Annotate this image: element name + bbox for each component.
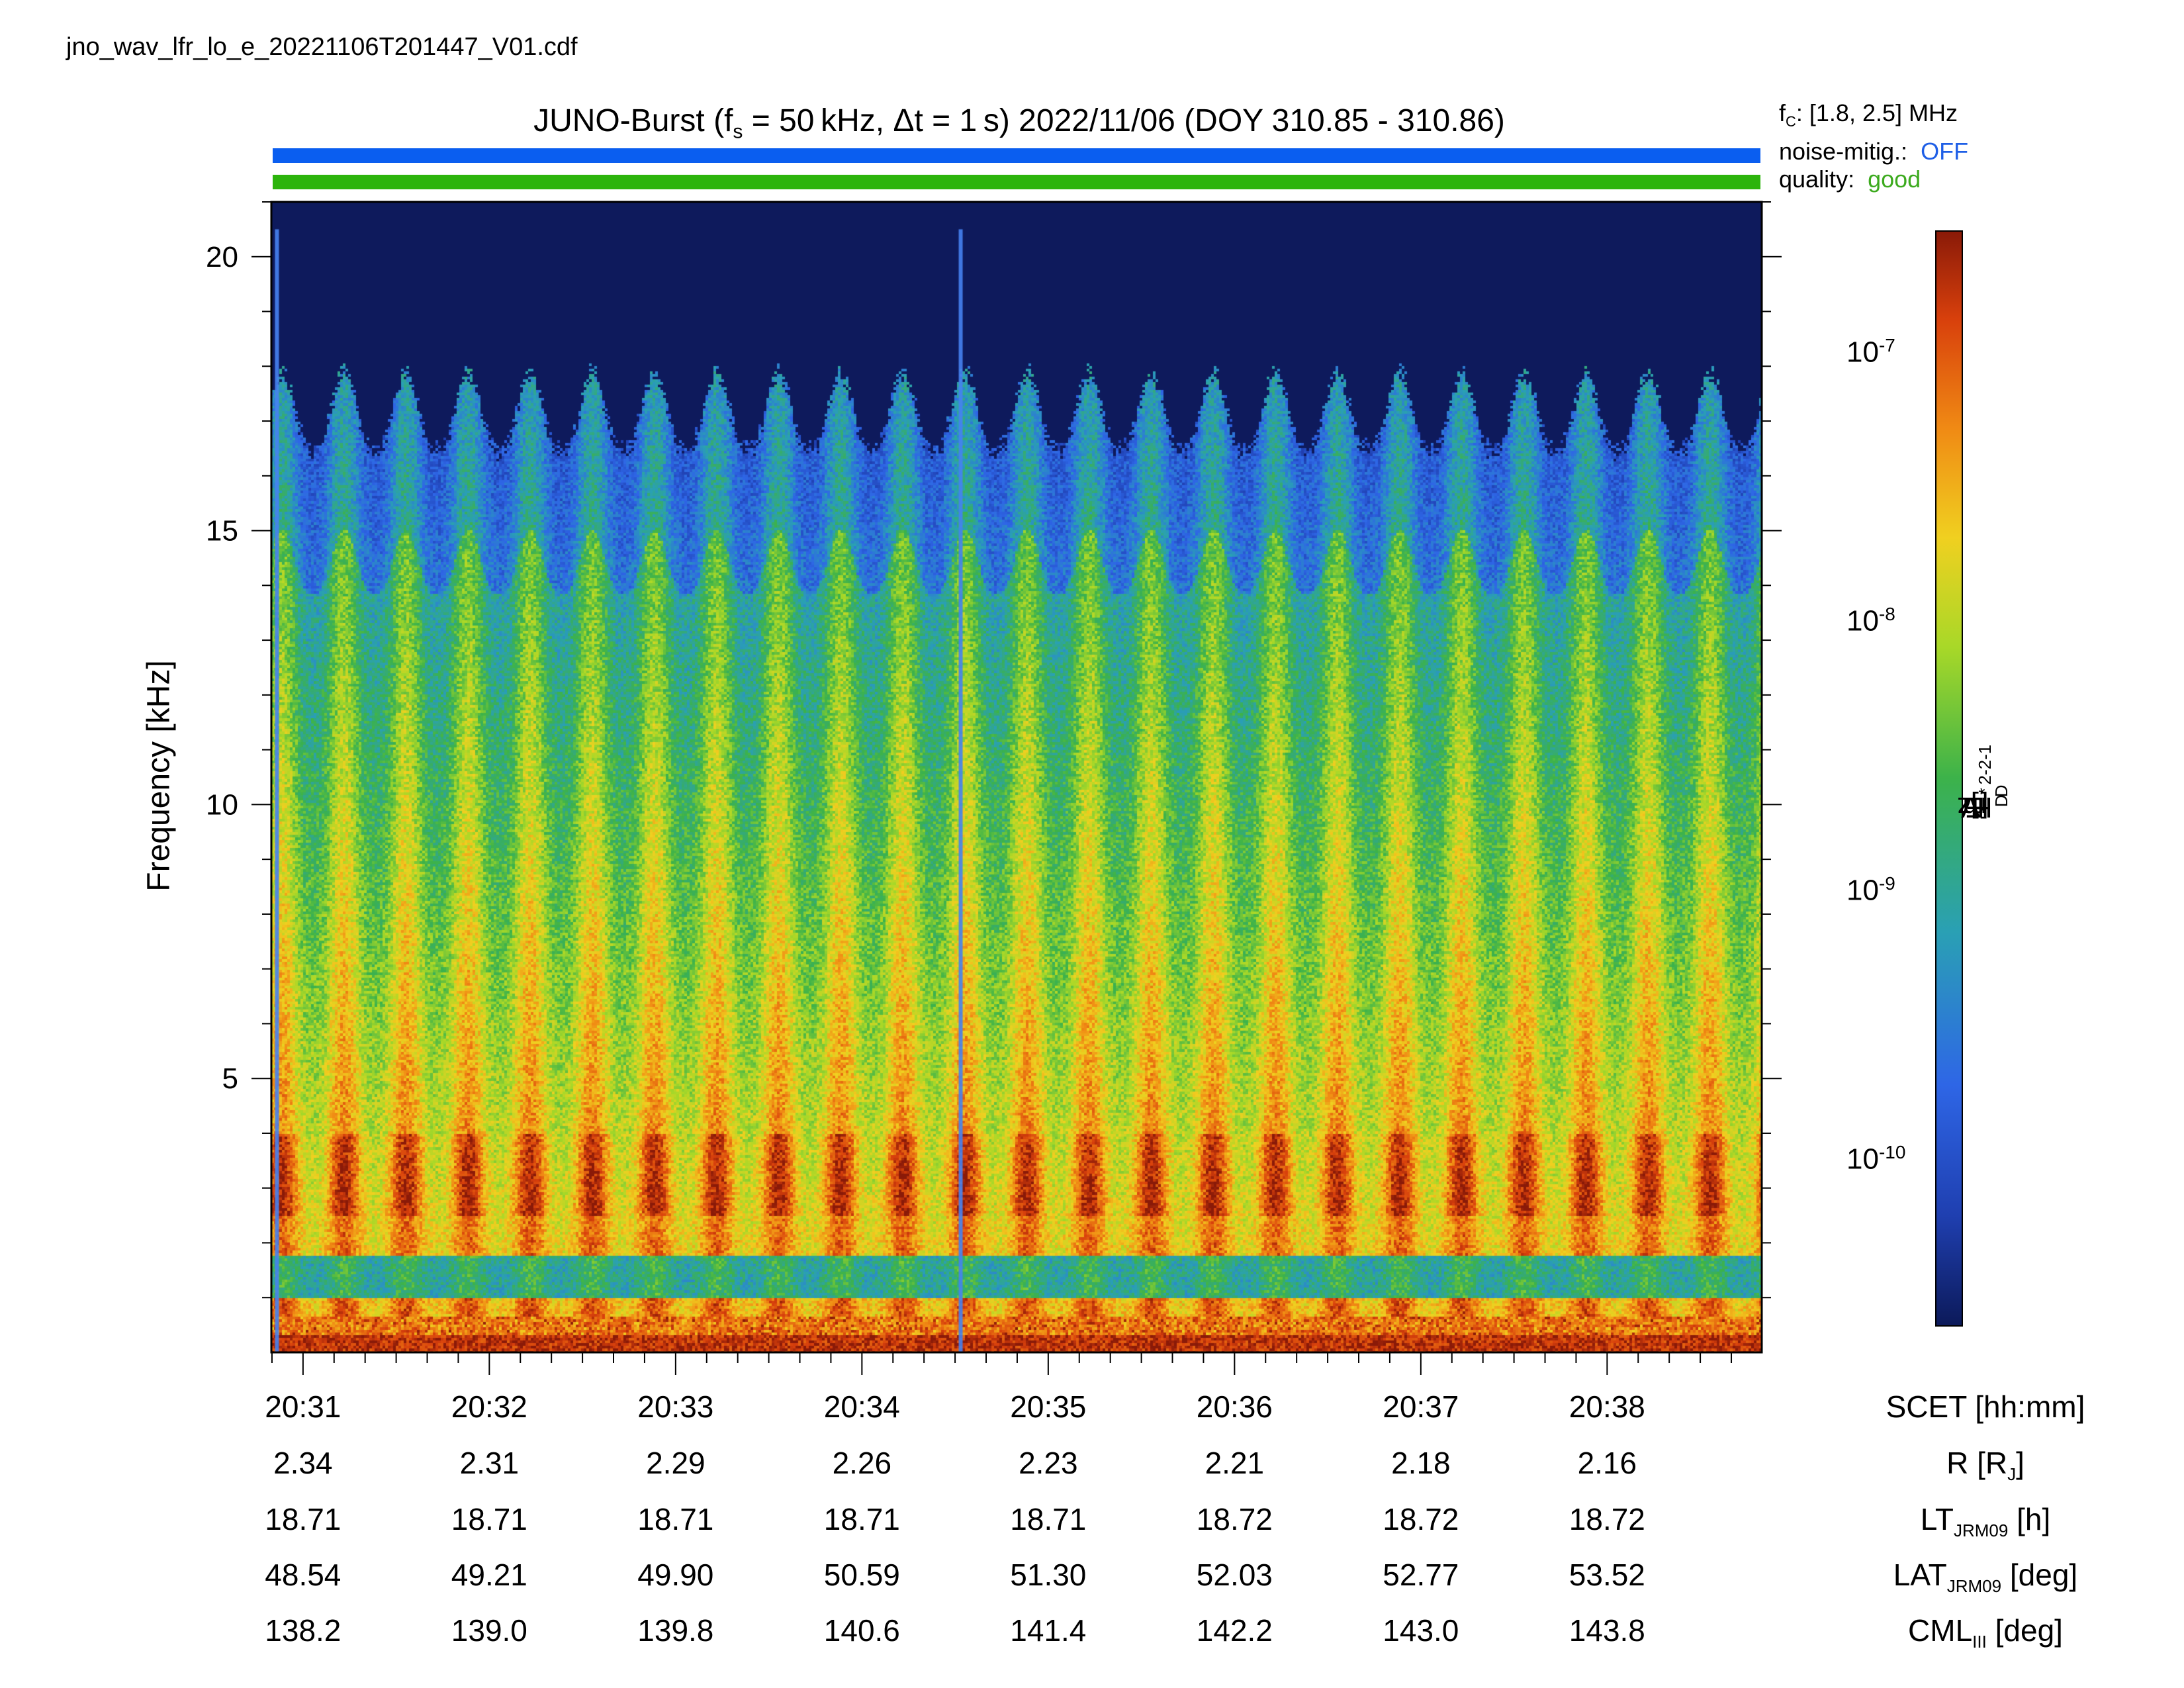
ephemeris-value: 2.34 [273,1446,333,1480]
x-tick-label: 20:32 [451,1389,527,1424]
y-tick-label: 20 [206,241,238,273]
ephemeris-value: 143.8 [1569,1613,1645,1648]
y-tick-label: 5 [222,1062,238,1095]
ephemeris-value: 2.18 [1391,1446,1451,1480]
ephemeris-value: 48.54 [265,1558,341,1592]
ephemeris-value: 49.21 [451,1558,527,1592]
colorbar [1935,230,1963,1327]
quality-bar [273,175,1760,189]
ephemeris-value: 140.6 [823,1613,900,1648]
x-tick-label: 20:37 [1383,1389,1459,1424]
ephemeris-value: 53.52 [1569,1558,1645,1592]
y-tick-label: 10 [206,788,238,821]
ephemeris-value: 2.29 [646,1446,705,1480]
ephemeris-value: 2.26 [832,1446,892,1480]
noise-mitigation-value: OFF [1921,138,1969,165]
ephemeris-row-label: R [RJ] [1946,1446,2025,1485]
ephemeris-row-label: LATJRM09 [deg] [1893,1558,2078,1597]
plot-frame [270,201,1763,1354]
ephemeris-value: 18.71 [823,1502,900,1536]
ephemeris-value: 143.0 [1383,1613,1459,1648]
ephemeris-value: 51.30 [1010,1558,1087,1592]
x-tick-label: 20:36 [1196,1389,1273,1424]
y-tick-label: 15 [206,515,238,547]
file-name: jno_wav_lfr_lo_e_20221106T201447_V01.cdf [66,33,578,61]
ephemeris-value: 18.72 [1196,1502,1273,1536]
ephemeris-value: 49.90 [637,1558,714,1592]
fc-range: fC: [1.8, 2.5] MHz [1779,99,1958,130]
spectrogram-plot [271,202,1762,1352]
x-tick-label: 20:33 [637,1389,714,1424]
colorbar-tick-label: 10-8 [1846,604,1895,638]
colorbar-tick-label: 10-9 [1846,872,1895,907]
noise-mitigation-bar [273,148,1760,163]
noise-mitigation-status: noise-mitig.: OFF [1779,138,1969,165]
ephemeris-value: 50.59 [823,1558,900,1592]
colorbar-tick-label: 10-7 [1846,334,1895,369]
spectrogram-image [271,202,1762,1352]
ephemeris-value: 139.0 [451,1613,527,1648]
ephemeris-row-label: LTJRM09 [h] [1920,1502,2051,1541]
ephemeris-value: 2.23 [1019,1446,1078,1480]
colorbar-tick-label: 10-10 [1846,1142,1906,1176]
quality-value: good [1868,165,1921,193]
x-tick-label: 20:31 [265,1389,341,1424]
ephemeris-value: 2.31 [459,1446,520,1480]
x-tick-label: 20:35 [1010,1389,1087,1424]
ephemeris-value: 18.71 [637,1502,714,1536]
x-tick-label: 20:38 [1569,1389,1645,1424]
quality-status: quality: good [1779,165,1921,193]
ephemeris-value: 18.71 [265,1502,341,1536]
ephemeris-value: 2.21 [1205,1446,1265,1480]
ephemeris-value: 141.4 [1010,1613,1087,1648]
ephemeris-value: 18.72 [1383,1502,1459,1536]
ephemeris-value: 142.2 [1196,1613,1273,1648]
ephemeris-row-label: CMLIII [deg] [1908,1613,2063,1652]
ephemeris-value: 138.2 [265,1613,341,1648]
ephemeris-value: 2.16 [1577,1446,1637,1480]
ephemeris-row-label: SCET [hh:mm] [1886,1389,2085,1424]
ephemeris-value: 18.72 [1569,1502,1645,1536]
chart-title: JUNO-Burst (fs = 50 kHz, Δt = 1 s) 2022/… [533,103,1505,143]
x-tick-label: 20:34 [823,1389,900,1424]
ephemeris-value: 52.77 [1383,1558,1459,1592]
ephemeris-value: 18.71 [1010,1502,1087,1536]
ephemeris-value: 52.03 [1196,1558,1273,1592]
ephemeris-value: 139.8 [637,1613,714,1648]
ephemeris-value: 18.71 [451,1502,527,1536]
